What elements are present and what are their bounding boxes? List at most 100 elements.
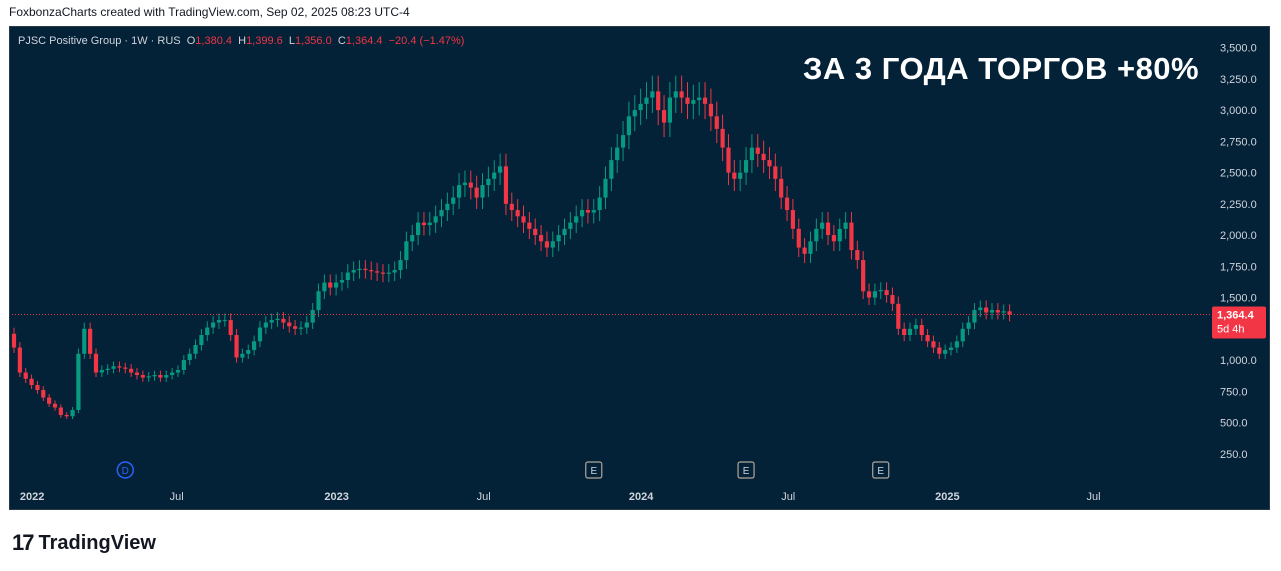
earnings-marker-icon[interactable]: E (737, 461, 755, 479)
candle (902, 322, 907, 342)
candle-body (808, 241, 813, 254)
candle-body (861, 260, 866, 292)
candle (802, 238, 807, 264)
candle (796, 218, 801, 258)
candle-body (392, 270, 397, 273)
tradingview-logo[interactable]: 17 TradingView (12, 530, 156, 556)
candle-body (369, 270, 374, 272)
candle-body (638, 103, 643, 111)
candle (123, 362, 128, 374)
candle (726, 134, 731, 186)
event-marker-label: E (877, 466, 884, 477)
candle-body (896, 303, 901, 329)
candle (1001, 304, 1006, 320)
candle (533, 218, 538, 246)
candle-body (462, 182, 468, 186)
candle (579, 199, 585, 228)
candle-body (913, 325, 918, 329)
candle (691, 84, 696, 120)
candle-body (761, 153, 766, 161)
candle-body (211, 322, 216, 328)
candle (831, 225, 836, 252)
earnings-marker-icon[interactable]: E (872, 461, 890, 479)
y-axis-tick-label: 250.0 (1220, 449, 1248, 461)
candle (456, 173, 462, 210)
candle (263, 316, 268, 334)
candle (228, 313, 233, 342)
chart-frame[interactable]: 250.0500.0750.01,000.01,250.01,500.01,75… (9, 26, 1270, 510)
candle (784, 186, 790, 222)
candle (615, 134, 620, 174)
candle-body (181, 360, 186, 371)
candle-body (421, 222, 427, 226)
candle (363, 260, 368, 279)
candle-body (380, 272, 386, 274)
y-axis-tick-label: 3,000.0 (1220, 105, 1257, 117)
candle (755, 134, 760, 168)
candle (269, 313, 274, 330)
candle-body (720, 128, 725, 148)
candle-body (497, 166, 503, 173)
candle-body (328, 282, 333, 288)
candle-body (433, 216, 438, 223)
candle-body (544, 241, 550, 248)
candle-body (521, 216, 526, 223)
candle (462, 170, 468, 198)
candle (29, 374, 34, 390)
candle (585, 199, 591, 224)
candles-layer (11, 75, 1012, 420)
candle-body (29, 378, 34, 386)
candle-body (825, 222, 831, 236)
candle (404, 231, 409, 270)
legend-open-label: O (186, 35, 196, 47)
candle (486, 166, 491, 198)
candle (913, 318, 918, 336)
candle-body (164, 375, 169, 378)
candle (972, 303, 977, 330)
candle (152, 370, 157, 381)
candle-body (134, 372, 140, 376)
candle (351, 261, 356, 282)
candle-body (193, 345, 198, 354)
candle (433, 205, 438, 234)
candle (720, 114, 725, 162)
candle-body (357, 268, 362, 271)
tradingview-brand: TradingView (38, 531, 156, 554)
candle-body (954, 341, 959, 348)
candle (861, 251, 866, 300)
candle (919, 318, 924, 342)
candle-body (216, 320, 222, 323)
candle-body (252, 341, 257, 351)
candle-body (105, 368, 110, 371)
candle-body (175, 370, 181, 373)
price-chart[interactable]: 250.0500.0750.01,000.01,250.01,500.01,75… (10, 27, 1269, 509)
candle-body (708, 103, 714, 117)
x-axis-tick-label: Jul (1087, 491, 1101, 503)
candle-body (146, 376, 151, 378)
candle (240, 348, 245, 363)
candle (1007, 304, 1012, 322)
candle-body (784, 197, 790, 211)
candle-body (170, 372, 175, 376)
candle (749, 134, 755, 174)
chart-legend: PJSC Positive Group · 1W · RUS O1,380.4 … (18, 35, 464, 47)
candle (989, 303, 995, 320)
earnings-marker-icon[interactable]: E (585, 461, 603, 479)
y-axis-tick-label: 2,500.0 (1220, 168, 1257, 180)
candle-body (140, 375, 145, 378)
candle (146, 371, 151, 382)
candle (451, 186, 456, 216)
candle-body (773, 166, 778, 179)
candle (779, 166, 784, 210)
candle-body (480, 185, 485, 198)
candle-body (943, 350, 948, 354)
candle-body (351, 270, 356, 273)
candle (562, 218, 567, 246)
chart-headline: ЗА 3 ГОДА ТОРГОВ +80% (803, 51, 1200, 86)
candle-body (902, 328, 907, 336)
candle (825, 212, 831, 246)
candle (773, 153, 778, 192)
dividend-marker-icon[interactable]: D (116, 461, 135, 479)
candle (298, 321, 304, 336)
y-axis-tick-label: 1,000.0 (1220, 355, 1257, 367)
